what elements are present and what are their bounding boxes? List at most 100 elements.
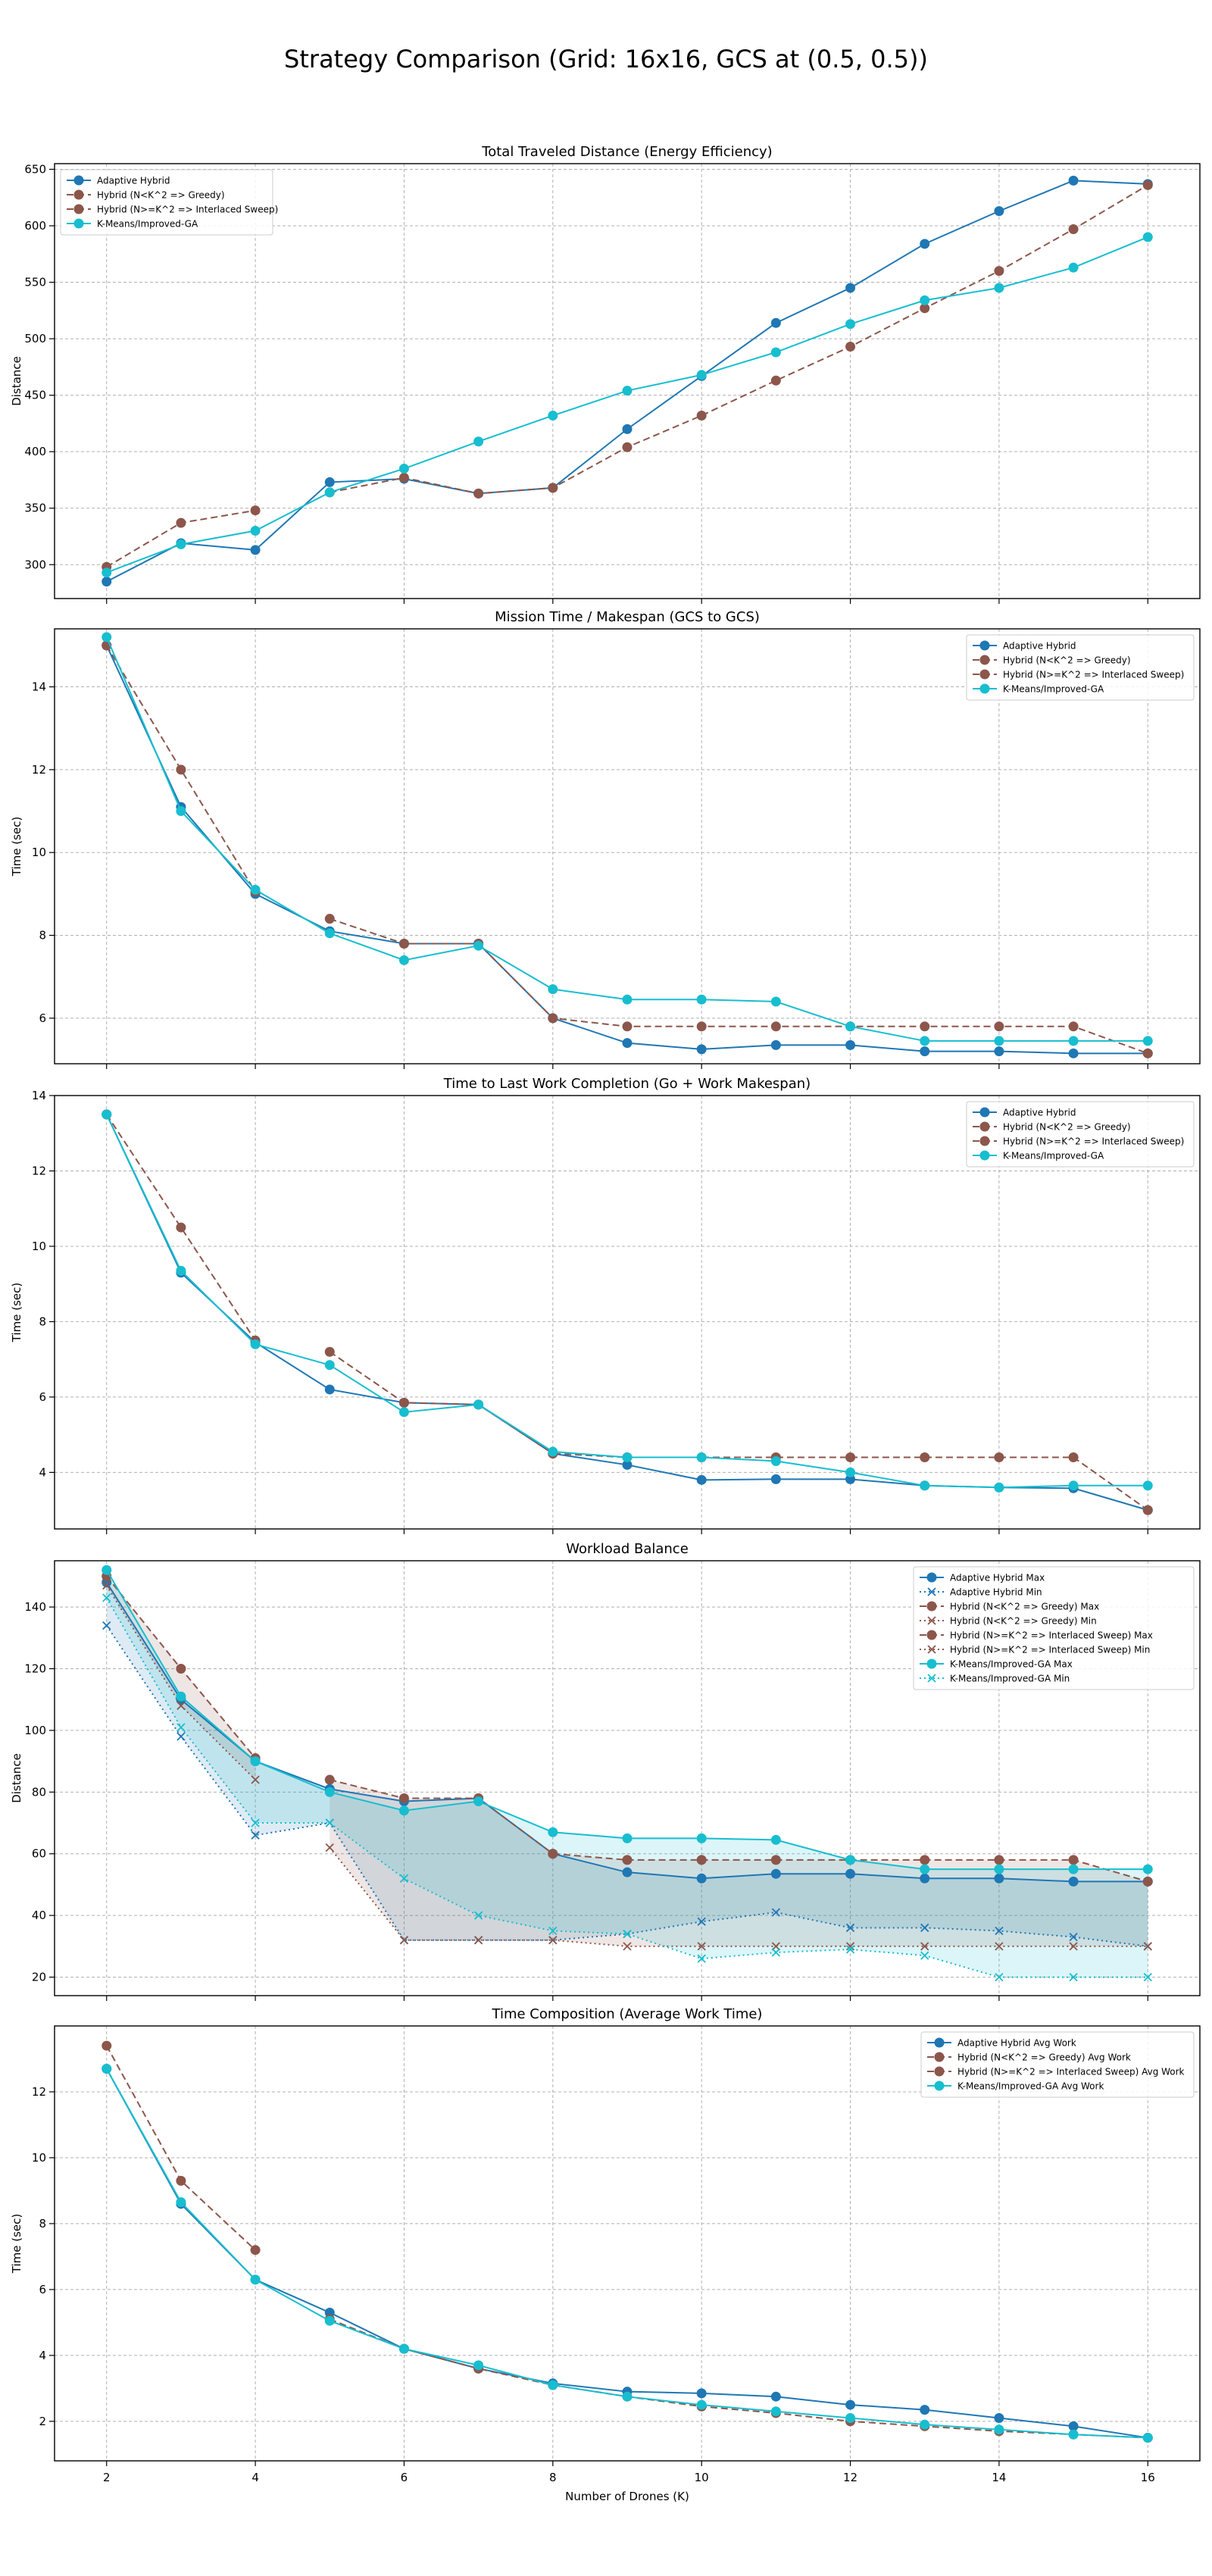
data-point <box>398 955 409 965</box>
legend-label: Adaptive Hybrid <box>97 176 170 186</box>
data-point <box>696 1833 707 1843</box>
legend-label: K-Means/Improved-GA <box>1003 684 1104 695</box>
legend-box <box>966 634 1195 701</box>
y-tick-label: 350 <box>24 502 46 515</box>
data-point <box>176 764 186 775</box>
data-point <box>770 1474 781 1484</box>
data-point <box>251 1830 260 1840</box>
data-point <box>398 1397 409 1408</box>
data-point <box>920 2419 930 2430</box>
legend-label: Hybrid (N<K^2 => Greedy) <box>97 190 225 201</box>
data-point <box>770 1868 781 1879</box>
data-point <box>622 442 633 452</box>
legend-marker <box>927 1587 936 1596</box>
data-point <box>623 1929 632 1939</box>
data-point <box>324 1774 335 1785</box>
data-point <box>771 1948 780 1957</box>
subplot-title: Time Composition (Average Work Time) <box>492 2006 763 2022</box>
data-point <box>1142 180 1153 190</box>
data-point <box>994 283 1004 293</box>
data-point <box>250 1756 261 1767</box>
series-line <box>330 1779 1148 1883</box>
y-axis-label: Distance <box>10 1753 23 1803</box>
y-tick-label: 4 <box>39 1465 46 1479</box>
y-tick-label: 650 <box>24 162 46 176</box>
data-point <box>324 1787 335 1797</box>
x-tick-label: 4 <box>251 2471 259 2484</box>
series-line <box>105 2068 1148 2439</box>
data-point <box>1143 1972 1152 1982</box>
legend-marker <box>979 683 990 694</box>
subplot-2: 6 8 10 12 14 Mission Time / Makespan (GCS to … <box>10 609 1201 1069</box>
data-point <box>1142 1876 1153 1887</box>
data-point <box>696 1044 707 1055</box>
data-point <box>473 488 484 499</box>
y-tick-label: 14 <box>32 680 46 694</box>
data-point <box>994 1855 1004 1865</box>
data-point <box>994 1864 1004 1874</box>
data-point <box>920 1951 929 1960</box>
data-point <box>845 1868 856 1879</box>
data-point <box>920 2405 930 2415</box>
data-point <box>102 1580 111 1590</box>
figure-title: Strategy Comparison (Grid: 16x16, GCS at… <box>284 45 928 73</box>
y-tick-label: 60 <box>32 1847 46 1861</box>
data-point <box>324 928 335 939</box>
data-point <box>920 1046 930 1057</box>
range-band <box>106 1570 1148 1977</box>
data-point <box>251 1818 260 1827</box>
subplot-title: Workload Balance <box>566 1541 689 1557</box>
data-point <box>548 483 558 493</box>
legend-marker <box>979 1150 990 1161</box>
data-point <box>696 410 707 420</box>
y-tick-label: 10 <box>32 2151 46 2165</box>
y-tick-label: 4 <box>39 2349 46 2362</box>
data-point <box>920 295 930 305</box>
legend-marker <box>934 2052 945 2062</box>
range-band <box>106 1582 1148 1946</box>
data-point <box>994 1021 1004 1032</box>
legend-label: Adaptive Hybrid Min <box>950 1587 1042 1598</box>
legend-box <box>920 2031 1195 2098</box>
x-tick-label: 14 <box>992 2471 1006 2484</box>
subplot-5: 2 4 6 8 10 12 14 16 2 4 6 8 10 12 Time Composition (Av… <box>10 2006 1201 2503</box>
data-point <box>696 2388 707 2399</box>
legend-marker <box>73 204 84 214</box>
legend: Adaptive Hybrid Hybrid (N<K^2 => Greedy) H… <box>966 1101 1195 1168</box>
series-line <box>106 236 1148 574</box>
y-tick-label: 400 <box>24 445 46 458</box>
legend-marker <box>979 669 990 680</box>
data-point <box>622 1452 633 1462</box>
data-point <box>250 505 261 516</box>
data-point <box>770 1021 781 1032</box>
data-point <box>102 1593 111 1602</box>
legend-box <box>966 1101 1195 1168</box>
data-point <box>102 1621 111 1630</box>
data-point <box>995 1972 1004 1982</box>
data-point <box>696 1474 707 1485</box>
x-tick-label: 2 <box>103 2471 111 2484</box>
y-tick-label: 2 <box>39 2415 46 2428</box>
legend-marker <box>926 1601 937 1612</box>
data-point <box>995 1942 1004 1951</box>
data-point <box>473 436 484 447</box>
legend: Adaptive Hybrid Hybrid (N<K^2 => Greedy) H… <box>60 169 278 236</box>
series-line <box>329 2318 1148 2439</box>
data-point <box>845 319 856 330</box>
series-line <box>105 1624 1148 1947</box>
data-point <box>845 1021 856 1032</box>
data-point <box>845 2399 856 2410</box>
data-point <box>1068 1048 1079 1058</box>
data-point <box>1068 1876 1079 1887</box>
data-point <box>696 994 707 1005</box>
data-point <box>770 996 781 1007</box>
data-point <box>250 526 261 536</box>
series-line <box>329 918 1148 1055</box>
legend-marker <box>73 218 84 229</box>
data-point <box>1142 1048 1153 1058</box>
legend-marker <box>934 2080 945 2091</box>
legend-marker <box>73 175 84 186</box>
legend-marker <box>927 1616 936 1625</box>
axes-frame <box>54 1560 1201 1996</box>
data-point <box>845 1452 856 1462</box>
